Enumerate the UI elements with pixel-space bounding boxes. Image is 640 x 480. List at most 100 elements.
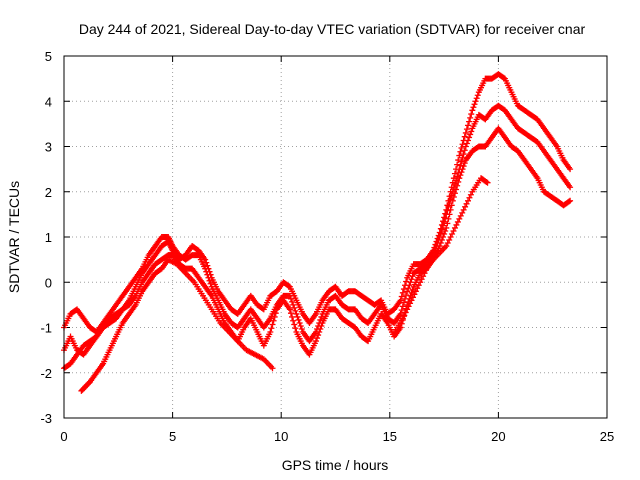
data-point — [291, 304, 298, 311]
y-tick-label: -1 — [40, 321, 52, 336]
data-point — [295, 316, 302, 323]
x-axis-title: GPS time / hours — [282, 457, 389, 473]
data-point — [447, 234, 454, 240]
data-point — [455, 169, 462, 176]
data-point — [297, 322, 304, 329]
data-point — [315, 322, 322, 329]
data-point — [460, 151, 467, 158]
data-point — [316, 319, 323, 326]
data-point — [298, 326, 305, 333]
data-point — [421, 270, 428, 277]
data-point — [467, 191, 474, 198]
data-point — [443, 243, 450, 250]
data-point — [432, 246, 439, 253]
data-point — [290, 317, 297, 324]
data-point — [567, 166, 574, 173]
y-tick-label: 4 — [45, 94, 52, 109]
data-point — [457, 212, 464, 219]
data-point — [462, 129, 469, 136]
data-point — [458, 169, 465, 176]
data-point — [203, 268, 210, 275]
series-track-b — [61, 125, 574, 372]
data-point — [442, 215, 449, 222]
data-point — [462, 203, 469, 210]
data-point — [460, 206, 467, 213]
y-axis-title: SDTVAR / TECUs — [6, 181, 22, 293]
data-point — [418, 276, 425, 283]
data-point — [399, 289, 406, 296]
data-point — [404, 306, 411, 313]
data-point — [269, 321, 276, 328]
data-point — [317, 316, 324, 323]
data-point — [444, 207, 451, 214]
data-point — [461, 133, 468, 140]
x-tick-label: 20 — [491, 429, 505, 444]
x-tick-label: 0 — [60, 429, 67, 444]
data-point — [463, 200, 470, 207]
data-point — [459, 154, 466, 161]
data-point — [449, 188, 456, 195]
data-point — [449, 230, 456, 237]
data-point — [399, 315, 406, 322]
data-point — [296, 319, 303, 326]
data-point — [459, 141, 466, 148]
data-point — [451, 224, 458, 231]
data-point — [463, 126, 470, 133]
data-point — [286, 292, 293, 299]
data-point — [460, 163, 467, 170]
data-point — [409, 294, 416, 301]
data-point — [203, 259, 210, 266]
data-point — [287, 310, 294, 317]
data-point — [270, 317, 277, 324]
data-point — [454, 161, 461, 168]
data-point — [443, 211, 450, 218]
data-point — [466, 118, 473, 125]
data-point — [398, 293, 405, 300]
data-point — [464, 197, 471, 204]
series-track-a — [61, 71, 574, 358]
data-point — [453, 221, 460, 228]
data-point — [400, 286, 407, 293]
data-point — [435, 237, 442, 244]
data-point — [405, 303, 412, 310]
data-point — [450, 184, 457, 191]
chart-title: Day 244 of 2021, Sidereal Day-to-day VTE… — [79, 21, 586, 37]
data-point — [408, 297, 415, 304]
data-point — [407, 279, 414, 286]
data-point — [287, 295, 294, 302]
data-point — [205, 274, 212, 281]
data-point — [438, 226, 445, 233]
data-point — [483, 178, 490, 185]
data-point — [291, 321, 298, 328]
data-point — [431, 249, 438, 256]
data-point — [204, 271, 211, 278]
x-tick-label: 10 — [274, 429, 288, 444]
data-point — [420, 273, 427, 280]
data-point — [469, 107, 476, 114]
data-point — [412, 288, 419, 295]
data-point — [407, 300, 414, 307]
data-point — [467, 114, 474, 121]
data-point — [290, 301, 297, 308]
data-point — [454, 218, 461, 225]
data-point — [400, 299, 407, 306]
data-point — [461, 160, 468, 167]
data-point — [406, 282, 413, 289]
series-track-d — [78, 256, 276, 394]
data-point — [402, 295, 409, 302]
data-point — [294, 313, 301, 320]
y-tick-label: -3 — [40, 411, 52, 426]
data-point — [403, 292, 410, 299]
data-point — [468, 128, 475, 135]
plot-area — [61, 71, 574, 394]
data-point — [405, 285, 412, 292]
data-point — [397, 297, 404, 304]
data-point — [286, 306, 293, 313]
data-point — [474, 92, 481, 99]
data-point — [414, 285, 421, 292]
y-tick-label: 0 — [45, 275, 52, 290]
data-point — [293, 310, 300, 317]
data-point — [454, 173, 461, 180]
data-point — [204, 262, 211, 269]
